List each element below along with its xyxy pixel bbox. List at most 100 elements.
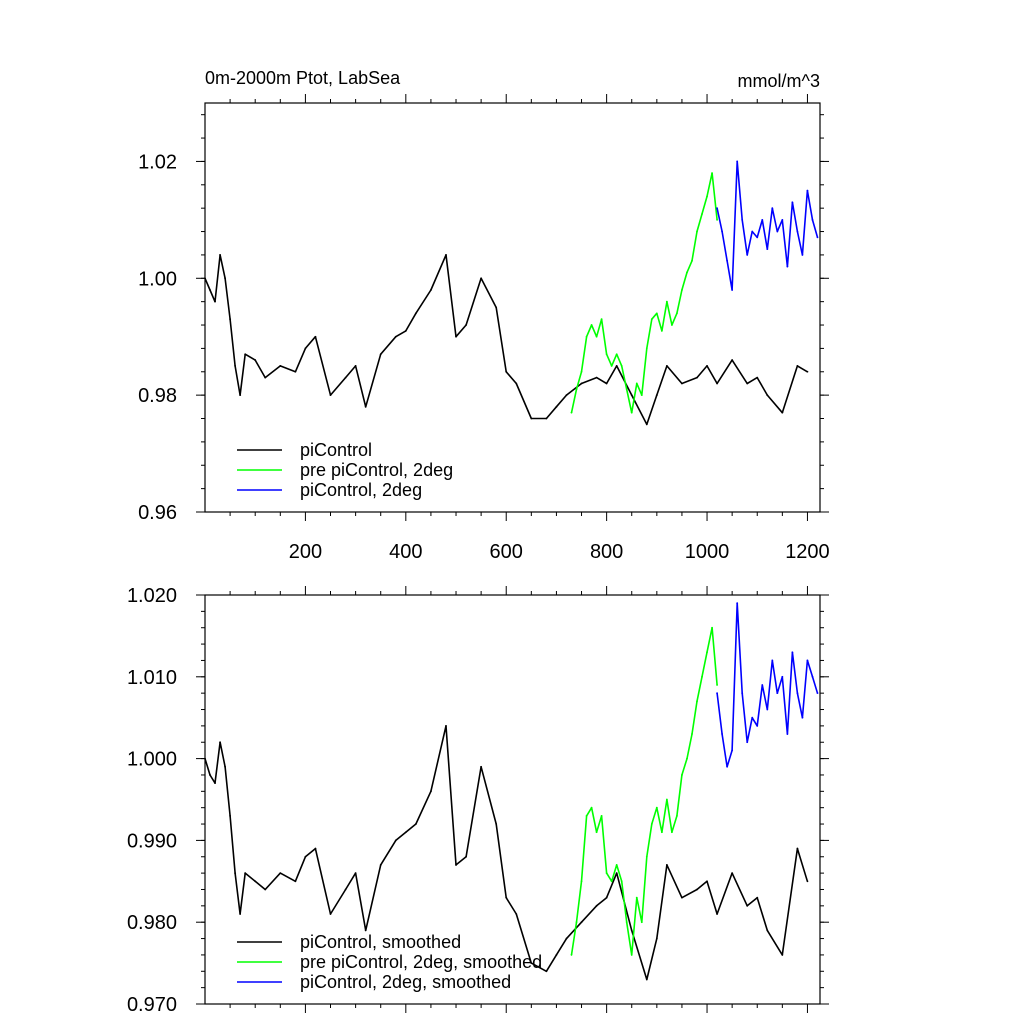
data-point [465, 324, 467, 326]
data-point [731, 289, 734, 291]
data-point [505, 896, 508, 899]
bottom-series-lines [204, 602, 819, 981]
data-point [585, 335, 588, 338]
data-point [304, 855, 307, 858]
data-point [696, 376, 698, 379]
data-point [731, 359, 734, 361]
data-point [625, 388, 628, 391]
data-point [721, 230, 724, 233]
data-point [209, 774, 211, 776]
top-chart-title: 0m-2000m Ptot, LabSea [205, 68, 401, 88]
data-point [445, 724, 447, 727]
data-point [801, 716, 804, 719]
data-point [796, 847, 799, 850]
data-point [665, 300, 668, 303]
data-point [595, 904, 598, 907]
series-line-0 [204, 254, 808, 426]
data-point [580, 880, 583, 883]
data-point [229, 814, 232, 817]
series-line-1 [570, 172, 718, 414]
data-point [681, 382, 683, 385]
data-point [254, 359, 257, 361]
data-point [605, 353, 608, 356]
data-point [575, 921, 578, 924]
data-point [706, 195, 708, 198]
data-point [294, 370, 297, 373]
data-point [279, 365, 282, 367]
data-point [430, 790, 432, 793]
data-point [665, 798, 668, 801]
y-tick-label: 1.000 [127, 749, 177, 771]
data-point [234, 365, 237, 367]
data-point [615, 365, 618, 367]
data-point [746, 382, 749, 385]
data-point [379, 353, 382, 356]
data-point [605, 896, 608, 899]
y-tick-label: 0.970 [127, 994, 177, 1016]
data-point [736, 160, 739, 163]
data-point [480, 765, 483, 768]
data-point [655, 312, 658, 315]
data-point [239, 913, 242, 915]
data-point [756, 376, 759, 379]
data-point [364, 929, 367, 932]
data-point [756, 724, 759, 727]
data-point [746, 254, 749, 256]
data-point [590, 806, 593, 809]
data-point [545, 970, 548, 973]
data-point [681, 289, 683, 291]
data-point [806, 189, 809, 192]
data-point [670, 324, 673, 326]
data-point [756, 896, 759, 899]
data-point [691, 733, 693, 735]
data-point [791, 201, 794, 204]
y-tick-label: 0.980 [127, 912, 177, 934]
data-point [766, 708, 769, 711]
data-point [655, 394, 658, 397]
data-point [209, 289, 211, 291]
data-point [279, 872, 282, 875]
y-tick-label: 0.96 [138, 502, 177, 524]
data-point [696, 700, 698, 703]
data-point [630, 394, 633, 397]
data-point [354, 872, 357, 875]
data-point [716, 913, 718, 915]
data-point [515, 913, 518, 915]
data-point [404, 831, 407, 834]
data-point [806, 370, 809, 373]
data-point [766, 248, 769, 250]
data-point [766, 929, 769, 932]
data-point [630, 929, 633, 932]
data-point [379, 864, 382, 866]
data-point [801, 254, 804, 256]
data-point [746, 904, 749, 907]
data-point [304, 347, 307, 350]
data-point [585, 814, 588, 817]
data-point [590, 324, 593, 326]
data-point [791, 651, 794, 654]
top-chart-units: mmol/m^3 [738, 71, 820, 91]
data-point [761, 218, 764, 221]
data-point [615, 872, 618, 875]
data-point [701, 675, 703, 678]
data-point [660, 831, 663, 834]
data-point [781, 675, 784, 678]
data-point [600, 318, 603, 321]
y-tick-label: 0.990 [127, 830, 177, 852]
data-point [766, 394, 769, 397]
data-point [565, 394, 568, 397]
data-point [580, 370, 583, 373]
data-point [670, 831, 673, 834]
data-point [244, 353, 247, 356]
data-point [786, 733, 789, 735]
bottom-chart-panel: 0.970 0.980 0.990 1.000 1.010 1.020 piControl… [127, 585, 829, 1016]
data-point [314, 335, 317, 338]
data-point [645, 855, 648, 858]
data-point [806, 880, 809, 883]
data-point [570, 954, 573, 956]
data-point [630, 411, 633, 414]
data-point [701, 213, 703, 215]
data-point [505, 370, 508, 373]
y-tick-label: 0.98 [138, 385, 177, 407]
